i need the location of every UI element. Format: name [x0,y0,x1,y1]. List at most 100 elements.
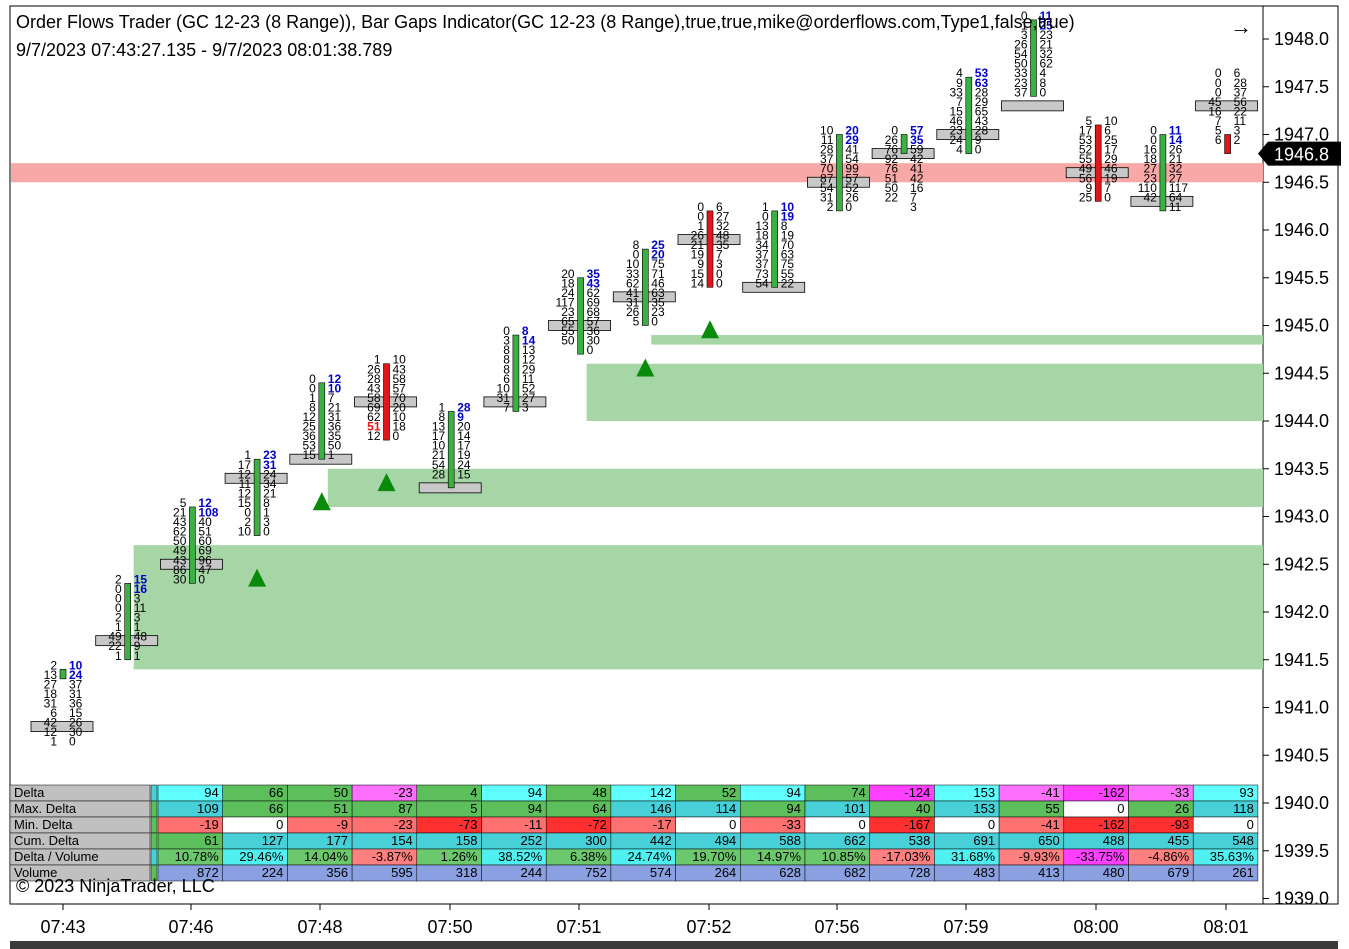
ask-volume: 0 [198,572,205,586]
ask-volume: 36 [587,324,601,338]
table-value: 94 [787,785,801,800]
table-value: 94 [528,785,542,800]
table-value: 548 [1232,833,1254,848]
table-value: -19 [200,817,219,832]
ask-volume: 59 [910,143,924,157]
table-value: 4 [470,785,477,800]
ask-volume: 52 [845,181,859,195]
bid-volume: 0 [1215,85,1222,99]
ask-volume: 28 [1234,76,1248,90]
bid-volume: 50 [1014,57,1028,71]
table-value: 662 [844,833,866,848]
table-value: -23 [394,785,413,800]
bid-volume: 28 [820,143,834,157]
ask-volume: 63 [781,248,795,262]
bid-volume: 8 [309,400,316,414]
ask-volume: 3 [716,257,723,271]
ask-volume: 13 [522,343,536,357]
bid-volume: 37 [755,257,769,271]
table-value: 14.97% [757,849,802,864]
table-value: 101 [844,801,866,816]
table-value: -167 [904,817,930,832]
ask-volume: 28 [975,124,989,138]
bid-volume: 17 [432,429,446,443]
table-value: -124 [904,785,930,800]
ask-volume: 43 [587,276,601,290]
bid-volume: 16 [1208,104,1222,118]
bid-volume: 0 [309,381,316,395]
price-tick-label: 1941.0 [1274,698,1329,718]
price-tick-label: 1947.0 [1274,125,1329,145]
ask-volume: 14 [457,429,471,443]
ask-volume: 11 [134,601,147,615]
table-row-label: Delta [14,785,45,800]
time-tick-label: 08:01 [1203,917,1248,937]
ask-volume: 22 [781,276,795,290]
bid-volume: 0 [697,200,704,214]
buy-signal-triangle [701,320,719,339]
buy-signal-triangle [248,568,267,587]
table-value: 0 [1247,817,1254,832]
table-marker [150,832,158,850]
candle-body [383,363,390,441]
bid-volume: 2 [244,515,251,529]
table-value: 480 [1103,865,1125,880]
time-tick-label: 07:50 [427,917,472,937]
ask-volume: 7 [716,248,723,262]
ask-volume: 63 [975,76,989,90]
ask-volume: 15 [457,467,471,481]
ask-volume: 69 [198,544,212,558]
bid-volume: 7 [956,95,963,109]
bid-volume: 14 [691,276,705,290]
bid-volume: 53 [302,439,316,453]
ask-volume: 40 [198,515,212,529]
bid-volume: 0 [115,601,122,615]
ask-volume: 7 [1104,181,1111,195]
ask-volume: 21 [263,486,277,500]
bid-volume: 110 [1138,181,1157,195]
bid-volume: 42 [1144,190,1158,204]
table-value: 93 [1239,785,1253,800]
bid-volume: 31 [497,391,511,405]
bid-volume: 26 [367,362,381,376]
table-value: 94 [787,801,801,816]
bid-volume: 43 [173,553,187,567]
bid-volume: 76 [885,143,899,157]
table-value: 146 [650,801,672,816]
table-value: -41 [1041,785,1060,800]
bid-volume: 21 [691,238,705,252]
bid-volume: 92 [885,152,899,166]
navigate-right-icon[interactable]: → [1230,14,1252,39]
table-value: 24.74% [628,849,673,864]
bid-volume: 50 [561,334,575,348]
ask-volume: 47 [198,563,212,577]
table-value: -23 [394,817,413,832]
ask-volume: 3 [910,200,917,214]
ask-volume: 0 [975,143,982,157]
bid-volume: 117 [555,295,574,309]
table-value: 19.70% [692,849,737,864]
ask-volume: 64 [1169,190,1183,204]
last-price-tag [1258,141,1341,166]
ask-volume: 36 [69,697,83,711]
bid-volume: 5 [633,315,640,329]
bid-volume: 18 [755,229,769,243]
ask-volume: 12 [328,372,342,386]
table-cell [1192,864,1259,882]
candle-body [836,134,843,212]
table-value: 6.38% [570,849,607,864]
bid-volume: 26 [1014,38,1028,52]
price-tick-label: 1944.0 [1274,411,1329,431]
ask-volume: 57 [587,315,601,329]
ask-volume: 8 [263,496,270,510]
ask-volume: 56 [1234,95,1248,109]
bid-volume: 28 [367,372,381,386]
ask-volume: 14 [1169,133,1183,147]
ask-volume: 0 [263,525,270,539]
bid-volume: 0 [1150,133,1157,147]
